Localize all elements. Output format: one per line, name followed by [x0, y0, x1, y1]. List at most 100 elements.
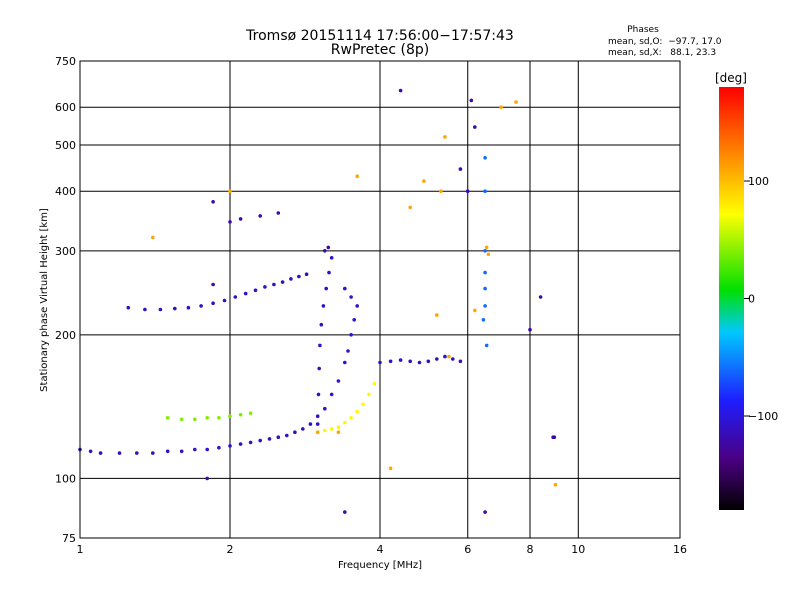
- data-point: [355, 409, 360, 414]
- y-tick-label: 200: [55, 329, 76, 342]
- colorbar-tick-label: 100: [748, 175, 769, 188]
- data-point: [372, 381, 377, 386]
- x-axis-label: Frequency [MHz]: [338, 560, 422, 571]
- data-point: [158, 307, 163, 312]
- data-point: [301, 427, 305, 431]
- data-point: [439, 189, 443, 193]
- data-point: [367, 392, 371, 397]
- data-point: [343, 286, 347, 291]
- plot-frame: [79, 60, 681, 539]
- data-point: [285, 433, 289, 438]
- data-point: [317, 366, 322, 371]
- data-point: [117, 451, 122, 455]
- trace-scatter-high: [205, 88, 557, 514]
- y-tick-label: 750: [55, 55, 76, 68]
- data-point: [143, 307, 147, 312]
- data-point: [205, 416, 209, 420]
- data-point: [258, 214, 263, 218]
- data-point: [327, 270, 331, 275]
- data-point: [280, 280, 285, 284]
- data-point: [248, 411, 253, 416]
- data-point: [483, 249, 487, 253]
- colorbar-tick-label: −100: [748, 410, 778, 423]
- y-tick-label: 600: [55, 101, 76, 114]
- data-point: [253, 288, 258, 293]
- data-point: [499, 105, 503, 109]
- data-point: [258, 438, 263, 443]
- data-point: [321, 304, 326, 308]
- data-point: [469, 98, 474, 103]
- chart-title-line1: Tromsø 20151114 17:56:00−17:57:43: [245, 28, 514, 44]
- data-point: [238, 412, 243, 417]
- data-point: [165, 449, 170, 454]
- data-point: [483, 189, 487, 193]
- data-point: [217, 445, 221, 450]
- trace-o-mode-low-layer: [78, 414, 320, 455]
- phases-heading: Phases: [627, 25, 659, 35]
- trace-o-mode-cusp: [315, 255, 334, 426]
- colorbar-unit-label: [deg]: [715, 71, 747, 85]
- data-point: [553, 482, 558, 487]
- trace-scatter-warm: [151, 100, 558, 487]
- colorbar: [719, 87, 744, 510]
- phases-mean-x: mean, sd,X: 88.1, 23.3: [608, 48, 716, 58]
- data-point: [248, 440, 253, 445]
- data-point: [324, 286, 329, 291]
- chart-title-line2: RwPretec (8p): [331, 42, 429, 58]
- data-point: [228, 414, 232, 419]
- data-point: [88, 449, 93, 454]
- data-point: [211, 282, 215, 287]
- data-point: [486, 252, 491, 257]
- x-axis-ticks: 1 2 4 6 8 10 16: [77, 543, 688, 556]
- data-point: [336, 430, 341, 435]
- data-point: [151, 235, 155, 240]
- data-point: [126, 305, 131, 310]
- data-point: [329, 392, 334, 397]
- y-axis-ticks: 75 100 200 300 400 500 600 750: [55, 55, 76, 545]
- data-point: [211, 301, 215, 306]
- data-point: [98, 451, 103, 455]
- data-point: [323, 428, 327, 433]
- colorbar-tick-label: 0: [748, 293, 755, 306]
- data-point: [263, 285, 267, 289]
- data-point: [349, 416, 353, 420]
- data-point: [186, 305, 191, 310]
- data-point: [388, 359, 393, 364]
- plot-grid: [80, 61, 680, 538]
- data-point: [205, 476, 209, 481]
- data-point: [343, 360, 347, 365]
- trace-spike-6.5MHz: [481, 156, 489, 348]
- data-point: [217, 416, 221, 420]
- data-point: [408, 205, 413, 210]
- y-tick-label: 500: [55, 139, 76, 152]
- data-point: [323, 249, 327, 253]
- x-tick-label: 2: [227, 543, 234, 556]
- data-point: [552, 435, 557, 440]
- data-point: [443, 135, 447, 139]
- data-point: [483, 510, 487, 514]
- data-point: [228, 444, 232, 448]
- data-point: [238, 442, 243, 446]
- data-point: [451, 357, 455, 361]
- data-point: [483, 270, 487, 275]
- data-point: [336, 379, 341, 383]
- data-point: [484, 245, 489, 250]
- data-point: [483, 304, 487, 308]
- data-point: [465, 189, 470, 193]
- data-point: [435, 313, 439, 317]
- data-point: [426, 359, 431, 364]
- trace-o-mode-F-layer-base: [323, 286, 360, 411]
- data-point: [483, 286, 487, 291]
- trace-x-mode-trace: [315, 381, 377, 435]
- data-point: [435, 357, 439, 361]
- data-point: [514, 100, 518, 104]
- data-point: [443, 354, 447, 359]
- x-tick-label: 6: [464, 543, 471, 556]
- data-point: [447, 354, 451, 359]
- y-axis-label: Stationary phase Virtual Height [km]: [39, 208, 50, 392]
- x-tick-label: 4: [377, 543, 384, 556]
- data-point: [346, 349, 350, 353]
- data-point: [304, 272, 309, 277]
- x-tick-label: 1: [77, 543, 84, 556]
- y-tick-label: 400: [55, 185, 76, 198]
